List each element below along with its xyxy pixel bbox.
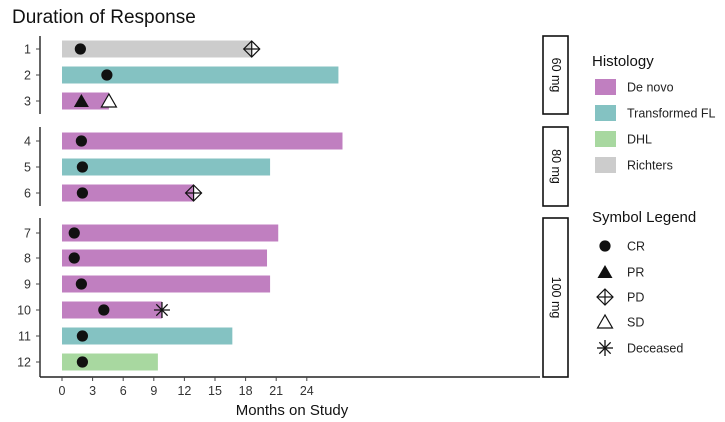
facet-strip	[542, 217, 569, 378]
y-tick-label: 12	[17, 356, 31, 370]
marker-cr	[74, 43, 86, 55]
legend-label: PD	[627, 291, 644, 305]
x-tick-label: 6	[120, 384, 127, 398]
marker-pr	[73, 94, 89, 107]
symbol-legend-title: Symbol Legend	[592, 209, 696, 226]
legend-label: CR	[627, 240, 645, 254]
bar-patient-6	[62, 184, 194, 202]
legend-swatch	[595, 157, 616, 173]
x-tick-label: 24	[300, 384, 314, 398]
bar-patient-2	[62, 66, 339, 84]
marker-cr	[68, 252, 80, 264]
bar-patient-10	[62, 301, 162, 319]
legend-label: Transformed FL	[627, 107, 716, 121]
legend-pr-icon	[597, 265, 613, 278]
bar-patient-1	[62, 40, 252, 58]
legend-label: De novo	[627, 81, 674, 95]
x-axis-label: Months on Study	[236, 402, 349, 419]
y-tick-label: 10	[17, 304, 31, 318]
y-tick-label: 7	[24, 227, 31, 241]
y-tick-label: 11	[18, 330, 31, 344]
bar-patient-5	[62, 158, 271, 176]
legend-swatch	[595, 131, 616, 147]
facet-strip-label: 80 mg	[549, 149, 563, 184]
legend-pd-icon	[596, 288, 614, 306]
legend-swatch	[595, 79, 616, 95]
legend-label: Deceased	[627, 342, 683, 356]
marker-deceased	[153, 302, 170, 318]
marker-cr	[76, 187, 88, 199]
y-tick-label: 6	[24, 187, 31, 201]
legend-sd-icon	[596, 313, 614, 329]
marker-cr	[98, 304, 110, 316]
y-tick-label: 4	[24, 135, 31, 149]
x-tick-label: 15	[208, 384, 222, 398]
bar-patient-7	[62, 224, 279, 242]
bar-patient-11	[62, 327, 233, 345]
x-tick-label: 12	[177, 384, 191, 398]
legend-label: SD	[627, 316, 644, 330]
bar-patient-4	[62, 132, 343, 150]
facet-strip	[542, 35, 569, 115]
marker-pd	[242, 40, 261, 58]
x-tick-label: 9	[150, 384, 157, 398]
histology-legend-title: Histology	[592, 53, 654, 70]
legend-swatch	[595, 105, 616, 121]
x-tick-label: 18	[239, 384, 253, 398]
marker-cr	[75, 135, 87, 147]
marker-cr	[76, 330, 88, 342]
facet-strip-label: 60 mg	[549, 58, 563, 93]
legend-label: DHL	[627, 133, 652, 147]
marker-cr	[101, 69, 113, 81]
y-tick-label: 5	[24, 161, 31, 175]
y-tick-label: 8	[24, 252, 31, 266]
marker-cr	[75, 278, 87, 290]
bar-patient-9	[62, 275, 271, 293]
y-tick-label: 3	[24, 95, 31, 109]
x-tick-label: 0	[59, 384, 66, 398]
bar-patient-12	[62, 353, 158, 371]
y-tick-label: 2	[24, 69, 31, 83]
x-tick-label: 3	[89, 384, 96, 398]
facet-strip-label: 100 mg	[549, 277, 563, 319]
legend-label: Richters	[627, 159, 673, 173]
y-tick-label: 9	[24, 278, 31, 292]
marker-cr	[68, 227, 80, 239]
y-tick-label: 1	[24, 43, 31, 57]
marker-cr	[76, 356, 88, 368]
bar-patient-3	[62, 92, 109, 110]
chart-title: Duration of Response	[12, 7, 196, 28]
legend-deceased-icon	[597, 340, 613, 356]
marker-pd	[184, 184, 203, 202]
bar-patient-8	[62, 249, 268, 267]
legend-cr-icon	[599, 240, 611, 252]
marker-cr	[76, 161, 88, 173]
x-tick-label: 21	[269, 384, 283, 398]
legend-label: PR	[627, 266, 644, 280]
marker-sd	[100, 92, 118, 108]
facet-strip	[542, 126, 569, 207]
